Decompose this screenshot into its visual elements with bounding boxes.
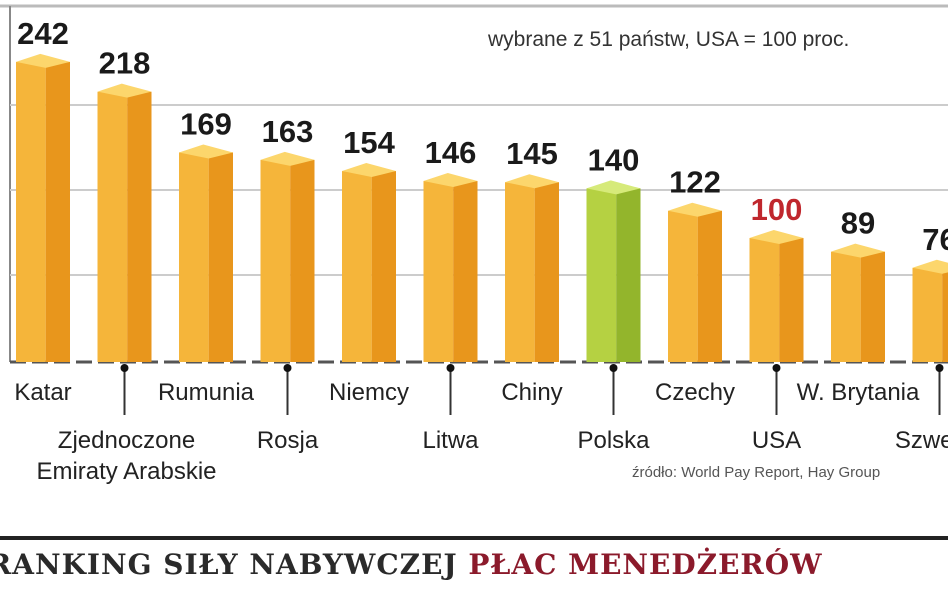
bar-top-6 bbox=[505, 174, 559, 189]
bar-top-10 bbox=[831, 243, 885, 258]
bar-side-8 bbox=[697, 210, 722, 362]
bar-side-11 bbox=[942, 267, 948, 362]
bar-front-11 bbox=[912, 267, 943, 362]
value-label-4: 154 bbox=[343, 125, 395, 160]
bar-side-9 bbox=[779, 238, 804, 362]
leader-dot-5 bbox=[446, 364, 455, 372]
bar-top-9 bbox=[749, 230, 804, 244]
bar-top-1 bbox=[97, 83, 152, 98]
category-label-8: Czechy bbox=[655, 379, 735, 406]
category-label-10: W. Brytania bbox=[797, 379, 920, 406]
value-label-6: 145 bbox=[506, 136, 558, 171]
bar-side-4 bbox=[371, 171, 396, 362]
bar-side-3 bbox=[290, 159, 315, 362]
bar-front-9 bbox=[749, 238, 780, 362]
bar-front-3 bbox=[260, 159, 291, 362]
bar-side-6 bbox=[534, 182, 559, 362]
divider bbox=[0, 536, 948, 540]
value-label-3: 163 bbox=[262, 114, 314, 149]
leader-dot-1 bbox=[120, 364, 129, 372]
bar-front-1 bbox=[97, 91, 128, 363]
value-label-5: 146 bbox=[425, 135, 477, 170]
bar-top-2 bbox=[179, 144, 233, 159]
bar-top-5 bbox=[423, 172, 478, 187]
value-label-2: 169 bbox=[180, 106, 232, 141]
bar-front-4 bbox=[342, 171, 372, 362]
bar-top-8 bbox=[668, 202, 722, 217]
bar-top-7 bbox=[586, 180, 641, 195]
bar-chart: 242 Katar 218 Zjednoczone Emiraty Arabskie 16… bbox=[0, 4, 948, 485]
leader-dot-3 bbox=[283, 364, 292, 372]
category-label-7: Polska bbox=[577, 427, 650, 454]
category-label-1-1: Emiraty Arabskie bbox=[36, 458, 216, 485]
category-label-9: USA bbox=[752, 427, 801, 454]
category-label-5: Litwa bbox=[422, 427, 479, 454]
bar-top-0 bbox=[16, 53, 70, 68]
bar-front-6 bbox=[505, 182, 535, 362]
bar-front-0 bbox=[16, 61, 46, 363]
category-label-11: Szwecja bbox=[895, 427, 948, 454]
leader-dot-7 bbox=[609, 364, 618, 372]
bar-top-11 bbox=[912, 259, 948, 274]
chart-subtitle: wybrane z 51 państw, USA = 100 proc. bbox=[488, 28, 850, 51]
bar-front-2 bbox=[179, 152, 209, 362]
bar-side-7 bbox=[616, 188, 641, 362]
value-label-1: 218 bbox=[99, 46, 151, 81]
category-label-3: Rosja bbox=[257, 427, 319, 454]
value-label-9: 100 bbox=[751, 192, 803, 227]
bar-side-5 bbox=[453, 180, 478, 362]
leader-dot-9 bbox=[772, 364, 781, 372]
bar-front-5 bbox=[423, 180, 454, 362]
bar-front-10 bbox=[831, 251, 861, 362]
bar-front-8 bbox=[668, 210, 698, 362]
category-label-4: Niemcy bbox=[329, 379, 409, 406]
bar-side-10 bbox=[860, 251, 885, 362]
title-part2: PŁAC MENEDŻERÓW bbox=[468, 548, 823, 581]
category-label-6: Chiny bbox=[501, 379, 562, 406]
chart-source: źródło: World Pay Report, Hay Group bbox=[632, 464, 881, 481]
title-part1: RANKING SIŁY NABYWCZEJ bbox=[0, 548, 469, 581]
value-label-0: 242 bbox=[17, 16, 69, 51]
category-label-0: Katar bbox=[14, 379, 71, 406]
chart-title: RANKING SIŁY NABYWCZEJ PŁAC MENEDŻERÓW bbox=[0, 548, 823, 581]
bar-front-7 bbox=[586, 188, 617, 362]
bar-side-1 bbox=[127, 91, 152, 363]
value-label-7: 140 bbox=[588, 142, 640, 177]
value-label-11: 76 bbox=[922, 222, 948, 257]
category-label-1: Zjednoczone bbox=[58, 427, 195, 454]
value-label-8: 122 bbox=[669, 165, 721, 200]
leader-dot-11 bbox=[935, 364, 944, 372]
bar-side-2 bbox=[208, 152, 233, 362]
value-label-10: 89 bbox=[841, 206, 875, 241]
bar-top-4 bbox=[342, 163, 396, 178]
bar-top-3 bbox=[260, 151, 315, 166]
bar-side-0 bbox=[45, 61, 70, 363]
category-label-2: Rumunia bbox=[158, 379, 255, 406]
